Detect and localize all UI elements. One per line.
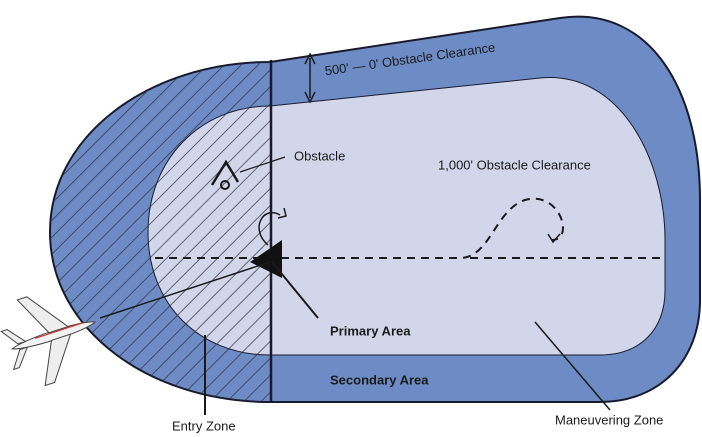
course-line <box>155 197 564 259</box>
entry-pointer <box>99 261 271 319</box>
arrow-head <box>304 52 316 104</box>
obstacle-icon <box>210 159 240 186</box>
maneuvering-leader <box>534 321 611 411</box>
turn-arrow <box>258 207 287 246</box>
obstacle-dot <box>220 180 230 190</box>
airplane <box>0 296 97 387</box>
maneuvering-zone-label: Maneuvering Zone <box>555 412 663 427</box>
primary-clearance-label: 1,000' Obstacle Clearance <box>438 157 591 172</box>
primary-area-label: Primary Area <box>330 323 411 338</box>
fix-triangle <box>250 240 282 278</box>
obstacle-label: Obstacle <box>294 148 345 163</box>
obstacle-leader <box>239 156 286 173</box>
entry-zone-label: Entry Zone <box>172 418 236 433</box>
course-arrow <box>547 233 561 244</box>
primary-pointer <box>271 261 319 319</box>
secondary-area-label: Secondary Area <box>330 372 429 387</box>
